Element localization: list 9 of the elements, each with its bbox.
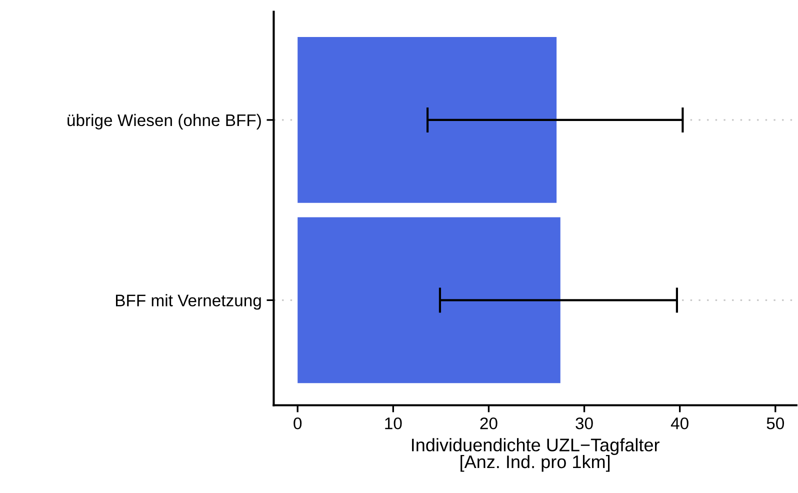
x-tick-label: 0 xyxy=(294,417,302,430)
x-tick-label: 50 xyxy=(766,417,784,430)
x-tick-label: 20 xyxy=(480,417,498,430)
y-tick-label: BFF mit Vernetzung xyxy=(116,294,261,310)
y-tick-label: übrige Wiesen (ohne BFF) xyxy=(68,114,261,130)
x-tick-label: 10 xyxy=(385,417,402,430)
x-tick-label: 40 xyxy=(670,417,688,430)
x-tick-label: 30 xyxy=(576,417,593,430)
x-axis-title: Individuendichte UZL−Tagfalter [Anz. Ind. pro 1km] xyxy=(412,438,660,472)
